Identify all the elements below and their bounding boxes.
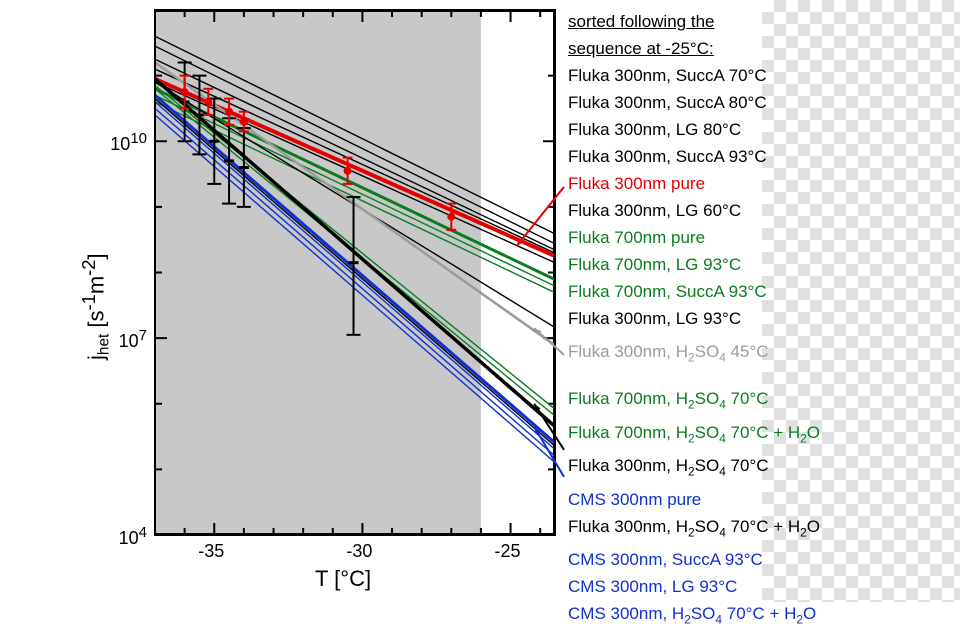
legend-item: Fluka 300nm, H2SO4 70°C + H2O: [568, 513, 820, 546]
legend-item: CMS 300nm, H2SO4 70°C + H2O: [568, 600, 820, 633]
legend-item: Fluka 300nm, H2SO4 70°C: [568, 452, 820, 485]
legend-item: Fluka 300nm, SuccA 80°C: [568, 89, 820, 116]
legend-item: Fluka 700nm, SuccA 93°C: [568, 278, 820, 305]
legend-item: Fluka 700nm, LG 93°C: [568, 251, 820, 278]
y-axis-label: jhet [s-1m-2]: [78, 253, 114, 360]
legend-item: Fluka 300nm, LG 93°C: [568, 305, 820, 332]
plot-frame: [155, 10, 555, 535]
legend-item: CMS 300nm pure: [568, 486, 820, 513]
legend-item: Fluka 700nm, H2SO4 70°C: [568, 385, 820, 418]
legend-item: Fluka 700nm, H2SO4 70°C + H2O: [568, 419, 820, 452]
y-tick-label: 107: [119, 327, 147, 352]
legend-item: Fluka 300nm, SuccA 93°C: [568, 143, 820, 170]
legend-item: Fluka 300nm, H2SO4 45°C: [568, 338, 820, 371]
legend-header: sorted following thesequence at -25°C:: [568, 8, 820, 62]
legend-item: Fluka 300nm pure: [568, 170, 820, 197]
y-tick-label: 1010: [110, 130, 147, 155]
legend-item: CMS 300nm, LG 93°C: [568, 573, 820, 600]
legend-item: Fluka 300nm, LG 60°C: [568, 197, 820, 224]
x-tick-label: -25: [495, 541, 521, 562]
legend: sorted following thesequence at -25°C:Fl…: [568, 8, 820, 633]
x-tick-label: -30: [346, 541, 372, 562]
x-axis-label: T [°C]: [315, 566, 371, 592]
x-tick-label: -35: [198, 541, 224, 562]
legend-item: Fluka 300nm, LG 80°C: [568, 116, 820, 143]
y-tick-label: 104: [119, 524, 147, 549]
legend-item: CMS 300nm, SuccA 93°C: [568, 546, 820, 573]
legend-item: Fluka 700nm pure: [568, 224, 820, 251]
legend-item: Fluka 300nm, SuccA 70°C: [568, 62, 820, 89]
